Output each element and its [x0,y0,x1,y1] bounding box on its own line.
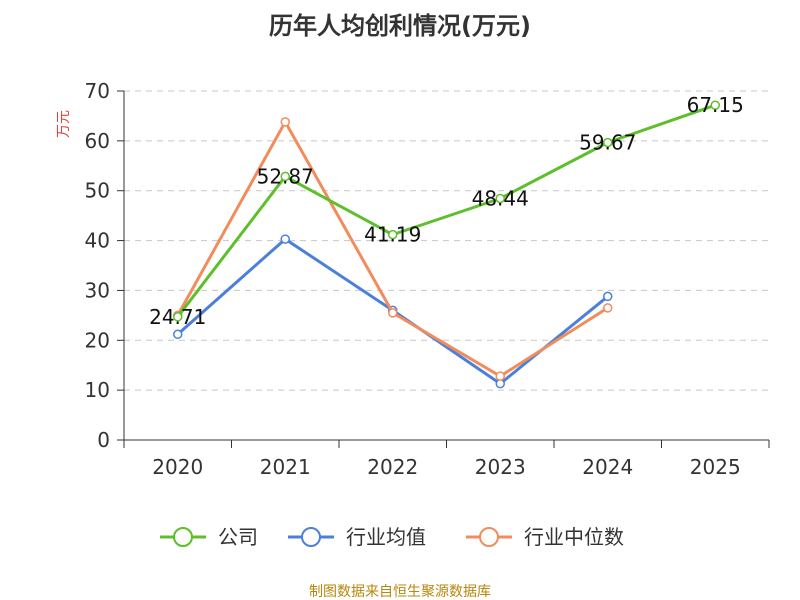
legend-item-1[interactable]: 行业均值 [288,525,426,549]
legend-swatch-marker-1 [301,527,321,547]
legend[interactable]: 公司 行业均值 行业中位数 [160,525,624,549]
series-0-point-2022 [388,229,398,240]
series-0-point-2024 [603,137,613,148]
series-2-point-2023 [495,371,505,381]
data-label-2021: 52.87 [257,164,314,188]
series-0-point-2021 [280,171,290,182]
x-tick-label-2025: 2025 [690,455,741,479]
x-tick-label-2023: 2023 [475,455,526,479]
series-1-point-2021 [280,234,290,244]
data-label-2020: 24.71 [149,305,206,329]
series-2-point-2021 [280,117,290,127]
legend-label-2: 行业中位数 [524,525,624,549]
data-label-2024: 59.67 [579,131,636,155]
y-tick-label-30: 30 [85,278,110,302]
series-1-point-2020 [173,329,183,340]
x-tick-label-2021: 2021 [260,455,311,479]
series-0-point-2020 [173,312,183,322]
data-label-2022: 41.19 [364,223,421,247]
series-0-point-2023 [495,193,505,204]
y-tick-label-50: 50 [85,179,110,203]
y-tick-label-10: 10 [85,378,110,402]
y-tick-label-20: 20 [85,328,110,352]
series-line-2 [176,120,609,378]
data-label-2023: 48.44 [472,186,529,210]
y-tick-label-0: 0 [97,428,110,452]
series-1-point-2024 [603,291,613,302]
x-tick-label-2022: 2022 [367,455,418,479]
legend-swatch-marker-2 [479,527,499,547]
series-line-0 [176,103,716,318]
series-2-point-2024 [603,303,613,313]
x-tick-label-2020: 2020 [152,455,203,479]
axes: 0 10 20 30 40 50 60 70 2020 2021 2022 2023 2024 2025 [85,79,770,479]
y-tick-label-40: 40 [85,229,110,253]
legend-swatch-marker-0 [173,527,193,547]
data-labels: 24.71 52.87 41.19 48.44 59.67 67.15 [149,93,744,329]
legend-item-2[interactable]: 行业中位数 [466,525,624,549]
legend-label-0: 公司 [218,525,258,549]
series-0-point-2025 [710,100,720,110]
y-axis-label: 万元 [56,110,72,138]
chart-title: 历年人均创利情况(万元) [269,12,531,40]
source-note: 制图数据来自恒生聚源数据库 [309,584,491,600]
data-label-2025: 67.15 [687,93,744,117]
y-tick-label-70: 70 [85,79,110,103]
gridlines [124,90,769,391]
legend-item-0[interactable]: 公司 [160,525,258,549]
x-tick-label-2024: 2024 [582,455,633,479]
series-2-point-2022 [388,308,398,318]
legend-label-1: 行业均值 [346,525,426,549]
series-group [173,100,720,389]
y-tick-label-60: 60 [85,129,110,153]
